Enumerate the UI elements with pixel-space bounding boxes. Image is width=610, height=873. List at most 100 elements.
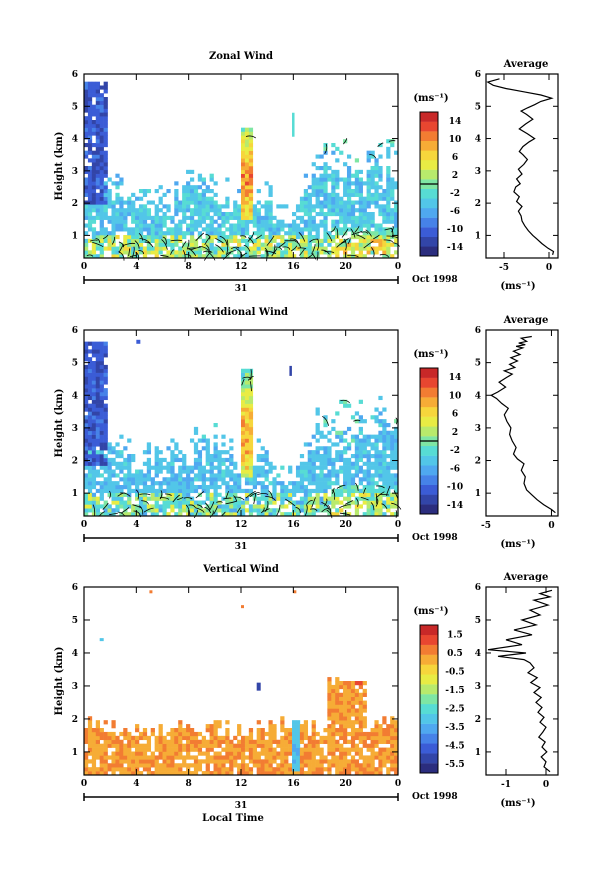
heatmap-cell: [299, 759, 305, 764]
heatmap-cell: [135, 212, 140, 217]
heatmap-cell: [91, 204, 97, 209]
heatmap-cell: [264, 508, 269, 513]
heatmap-cell: [213, 477, 218, 482]
heatmap-cell: [95, 512, 100, 517]
heatmap-cell: [135, 508, 140, 513]
contour-segment: [289, 238, 299, 243]
heatmap-cell: [99, 411, 104, 416]
heatmap-cell: [244, 185, 250, 190]
heatmap-cell: [378, 192, 383, 197]
heatmap-cell: [248, 419, 254, 424]
heatmap-cell: [378, 731, 383, 737]
contour-segment: [290, 245, 298, 252]
heatmap-cell: [127, 755, 132, 760]
heatmap-cell: [244, 372, 250, 377]
heatmap-cell: [394, 223, 399, 228]
heatmap-cell: [311, 162, 316, 167]
heatmap-cell: [386, 246, 391, 251]
heatmap-cell: [138, 189, 144, 194]
heatmap-cell: [366, 496, 371, 501]
heatmap-cell: [229, 212, 234, 217]
heatmap-cell: [95, 181, 100, 186]
heatmap-cell: [84, 192, 89, 197]
heatmap-cell: [252, 204, 257, 209]
heatmap-cell: [370, 743, 375, 748]
heatmap-cell: [99, 461, 104, 466]
heatmap-cell: [311, 720, 316, 725]
heatmap-cell: [295, 485, 301, 490]
heatmap-cell: [390, 504, 395, 509]
contour-segment: [239, 235, 247, 238]
heatmap-cell: [99, 743, 104, 748]
heatmap-cell: [323, 185, 328, 190]
heatmap-cell: [390, 235, 395, 240]
heatmap-cell: [197, 254, 203, 259]
heatmap-cell: [99, 434, 104, 439]
heatmap-cell: [260, 223, 265, 228]
heatmap-cell: [303, 442, 309, 447]
heatmap-cell: [350, 231, 356, 236]
contour-segment: [370, 247, 375, 258]
heatmap-cell: [268, 231, 273, 236]
heatmap-cell: [288, 728, 293, 733]
heatmap-cell: [103, 131, 108, 136]
heatmap-cell: [366, 465, 371, 470]
colorbar-swatch: [420, 455, 438, 466]
heatmap-cell: [252, 246, 257, 251]
heatmap-cell: [154, 208, 159, 213]
heatmap-cell: [327, 450, 332, 455]
heatmap-cell: [241, 376, 246, 381]
heatmap-cell: [127, 767, 132, 772]
heatmap-cell: [209, 189, 214, 194]
heatmap-cell: [142, 731, 148, 737]
heatmap-cell: [146, 450, 152, 455]
heatmap-cell: [343, 692, 348, 697]
heatmap-cell: [362, 419, 367, 424]
heatmap-cell: [386, 477, 391, 482]
heatmap-cell: [386, 192, 391, 197]
heatmap-cell: [174, 751, 179, 756]
heatmap-cell: [103, 419, 108, 424]
heatmap-cell: [260, 508, 265, 513]
heatmap-cell: [280, 204, 285, 209]
heatmap-cell: [170, 496, 175, 501]
heatmap-cell: [99, 751, 104, 756]
heatmap-cell: [358, 708, 363, 713]
heatmap-cell: [276, 219, 281, 224]
heatmap-cell: [213, 181, 218, 186]
heatmap-cell: [119, 747, 124, 752]
heatmap-cell: [213, 512, 218, 517]
heatmap-cell: [225, 488, 230, 494]
heatmap-cell: [268, 461, 273, 466]
heatmap-cell: [103, 376, 108, 381]
heatmap-cell: [103, 759, 108, 764]
heatmap-cell: [394, 250, 399, 255]
contour-segment: [295, 240, 301, 249]
heatmap-cell: [170, 461, 175, 466]
heatmap-cell: [268, 735, 273, 741]
heatmap-cell: [138, 250, 144, 255]
heatmap-cell: [299, 728, 305, 733]
heatmap-cell: [241, 454, 246, 459]
heatmap-cell: [260, 454, 265, 459]
heatmap-cell: [158, 724, 163, 729]
contour-segment: [139, 238, 151, 244]
heatmap-cell: [292, 488, 297, 494]
heatmap-cell: [346, 181, 352, 186]
heatmap-cell: [327, 767, 332, 772]
heatmap-cell: [382, 751, 387, 756]
profile-x-tick-label: 0: [543, 780, 549, 790]
heatmap-cell: [150, 238, 155, 243]
heatmap-cell: [343, 181, 348, 186]
heatmap-cell: [162, 204, 167, 209]
heatmap-cell: [99, 492, 104, 497]
heatmap-cell: [87, 112, 93, 117]
heatmap-cell: [107, 473, 112, 478]
heatmap-cell: [205, 235, 210, 240]
heatmap-cell: [178, 747, 183, 752]
heatmap-cell: [366, 434, 371, 439]
heatmap-cell: [237, 254, 242, 259]
heatmap-cell: [288, 492, 293, 497]
heatmap-cell: [335, 177, 340, 182]
heatmap-cell: [319, 496, 324, 501]
